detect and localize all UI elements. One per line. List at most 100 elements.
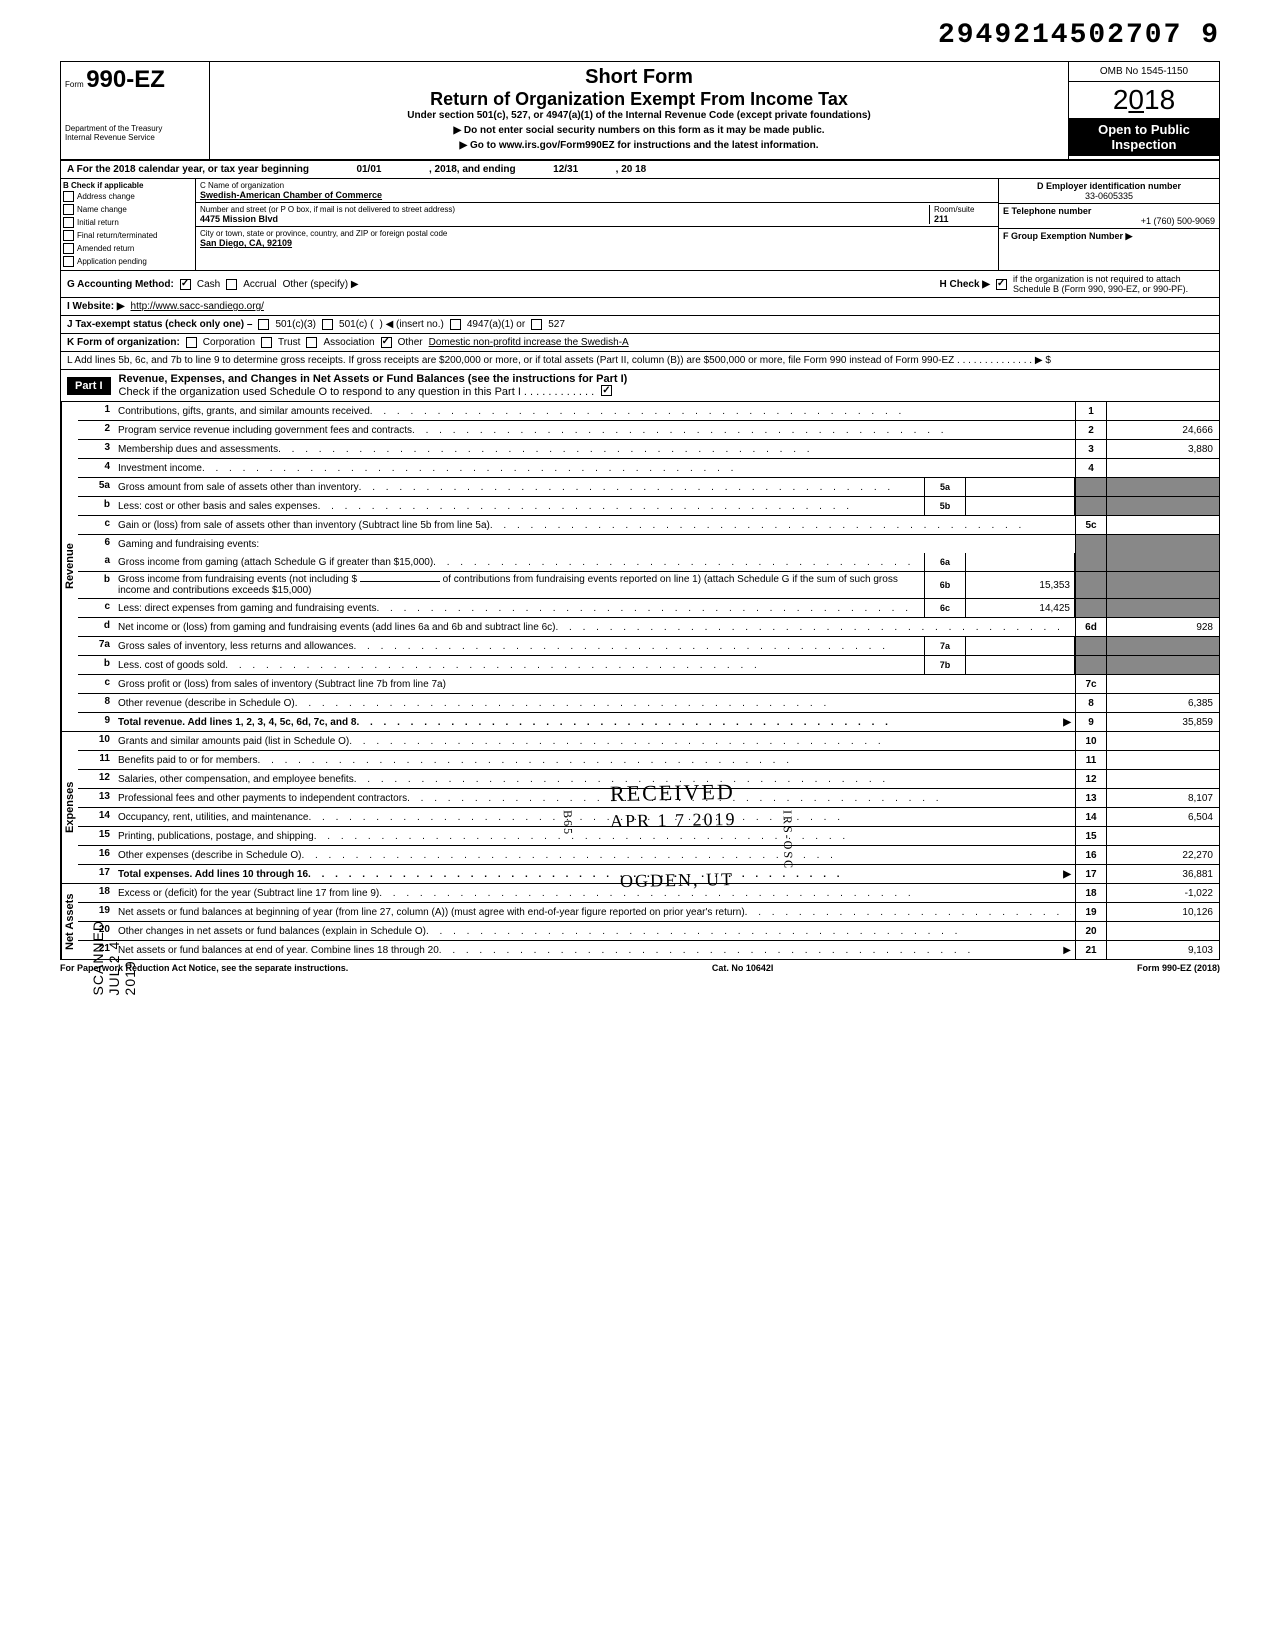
i-label: I Website: ▶	[67, 301, 125, 312]
h-text: if the organization is not required to a…	[1013, 274, 1213, 294]
line6b-pre: Gross income from fundraising events (no…	[118, 574, 357, 585]
cb-h[interactable]	[996, 279, 1007, 290]
line13-desc: Professional fees and other payments to …	[118, 793, 407, 804]
cb-schedule-o[interactable]	[601, 385, 612, 396]
col-b: B Check if applicable Address change Nam…	[61, 179, 196, 270]
cb-amended[interactable]	[63, 243, 74, 254]
insert: ) ◀ (insert no.)	[379, 319, 443, 330]
box5a: 5a	[924, 478, 966, 496]
line10-val	[1106, 732, 1219, 750]
line11-desc: Benefits paid to or for members	[118, 755, 258, 766]
expenses-section: Expenses 10Grants and similar amounts pa…	[60, 732, 1220, 884]
room: 211	[934, 214, 994, 224]
line18-desc: Excess or (deficit) for the year (Subtra…	[118, 888, 379, 899]
line15-val	[1106, 827, 1219, 845]
g-label: G Accounting Method:	[67, 279, 174, 290]
line21-val: 9,103	[1106, 941, 1219, 959]
line11-val	[1106, 751, 1219, 769]
cb-pending[interactable]	[63, 256, 74, 267]
street: 4475 Mission Blvd	[200, 214, 929, 224]
row-a: A For the 2018 calendar year, or tax yea…	[60, 161, 1220, 179]
box7a: 7a	[924, 637, 966, 655]
line13-val: 8,107	[1106, 789, 1219, 807]
cb-label: Amended return	[77, 244, 134, 253]
col-b-title: B Check if applicable	[63, 181, 193, 190]
line2-val: 24,666	[1106, 421, 1219, 439]
line2-desc: Program service revenue including govern…	[118, 425, 412, 436]
line-j: J Tax-exempt status (check only one) – 5…	[60, 316, 1220, 334]
k-label: K Form of organization:	[67, 337, 180, 348]
line3-desc: Membership dues and assessments	[118, 444, 278, 455]
line6d-val: 928	[1106, 618, 1219, 636]
cb-label: Name change	[77, 205, 127, 214]
527: 527	[548, 319, 565, 330]
corp: Corporation	[203, 337, 255, 348]
cb-trust[interactable]	[261, 337, 272, 348]
line1-desc: Contributions, gifts, grants, and simila…	[118, 406, 370, 417]
part1-label: Part I	[67, 377, 111, 395]
open-public: Open to Public Inspection	[1069, 118, 1219, 156]
line1-val	[1106, 402, 1219, 420]
line18-val: -1,022	[1106, 884, 1219, 902]
cb-name[interactable]	[63, 204, 74, 215]
other-text: Domestic non-profitd increase the Swedis…	[429, 337, 629, 348]
line20-desc: Other changes in net assets or fund bala…	[118, 926, 426, 937]
line10-desc: Grants and similar amounts paid (list in…	[118, 736, 349, 747]
revenue-label: Revenue	[61, 402, 78, 731]
cb-corp[interactable]	[186, 337, 197, 348]
box7b: 7b	[924, 656, 966, 674]
other-label: Other (specify) ▶	[283, 279, 359, 290]
line5b-desc: Less: cost or other basis and sales expe…	[118, 501, 318, 512]
line-g: G Accounting Method: Cash Accrual Other …	[60, 271, 1220, 298]
box6a: 6a	[924, 553, 966, 571]
irs-label: Internal Revenue Service	[65, 133, 205, 142]
f-label: F Group Exemption Number ▶	[1003, 231, 1215, 242]
phone: +1 (760) 500-9069	[1003, 216, 1215, 226]
line6a-desc: Gross income from gaming (attach Schedul…	[118, 557, 433, 568]
cb-other[interactable]	[381, 337, 392, 348]
cb-4947[interactable]	[450, 319, 461, 330]
cb-label: Application pending	[77, 257, 147, 266]
line16-desc: Other expenses (describe in Schedule O)	[118, 850, 301, 861]
row-a-mid: , 2018, and ending	[429, 164, 516, 175]
line17-desc: Total expenses. Add lines 10 through 16	[118, 869, 308, 880]
website-url: http://www.sacc-sandiego.org/	[131, 301, 264, 312]
line8-val: 6,385	[1106, 694, 1219, 712]
line20-val	[1106, 922, 1219, 940]
part1-header: Part I Revenue, Expenses, and Changes in…	[60, 370, 1220, 402]
cb-501c3[interactable]	[258, 319, 269, 330]
line6b-val: 15,353	[966, 572, 1075, 598]
j-label: J Tax-exempt status (check only one) –	[67, 319, 252, 330]
cb-501c[interactable]	[322, 319, 333, 330]
ein: 33-0605335	[1003, 191, 1215, 201]
e-label: E Telephone number	[1003, 206, 1215, 216]
box5b: 5b	[924, 497, 966, 515]
cb-initial[interactable]	[63, 217, 74, 228]
cb-accrual[interactable]	[226, 279, 237, 290]
cb-527[interactable]	[531, 319, 542, 330]
501c3: 501(c)(3)	[275, 319, 316, 330]
tax-year: 20201818	[1069, 82, 1219, 118]
box6b: 6b	[924, 572, 966, 598]
line7b-desc: Less. cost of goods sold	[118, 660, 225, 671]
city-label: City or town, state or province, country…	[200, 229, 994, 238]
box6c: 6c	[924, 599, 966, 617]
revenue-section: Revenue 1Contributions, gifts, grants, a…	[60, 402, 1220, 732]
line16-val: 22,270	[1106, 846, 1219, 864]
line14-desc: Occupancy, rent, utilities, and maintena…	[118, 812, 308, 823]
line5c-val	[1106, 516, 1219, 534]
form-header: Form 990-EZ Department of the Treasury I…	[60, 61, 1220, 161]
scanned-stamp: SCANNED JUL 2 4 2019	[90, 920, 138, 995]
cb-address[interactable]	[63, 191, 74, 202]
cb-final[interactable]	[63, 230, 74, 241]
cb-assoc[interactable]	[306, 337, 317, 348]
line-i: I Website: ▶ http://www.sacc-sandiego.or…	[60, 298, 1220, 316]
short-form-title: Short Form	[218, 66, 1060, 89]
year-begin: 01/01	[309, 164, 429, 175]
line19-desc: Net assets or fund balances at beginning…	[118, 907, 745, 918]
expenses-label: Expenses	[61, 732, 78, 883]
row-a-label: A For the 2018 calendar year, or tax yea…	[67, 164, 309, 175]
line-k: K Form of organization: Corporation Trus…	[60, 334, 1220, 352]
line7a-desc: Gross sales of inventory, less returns a…	[118, 641, 353, 652]
cb-cash[interactable]	[180, 279, 191, 290]
